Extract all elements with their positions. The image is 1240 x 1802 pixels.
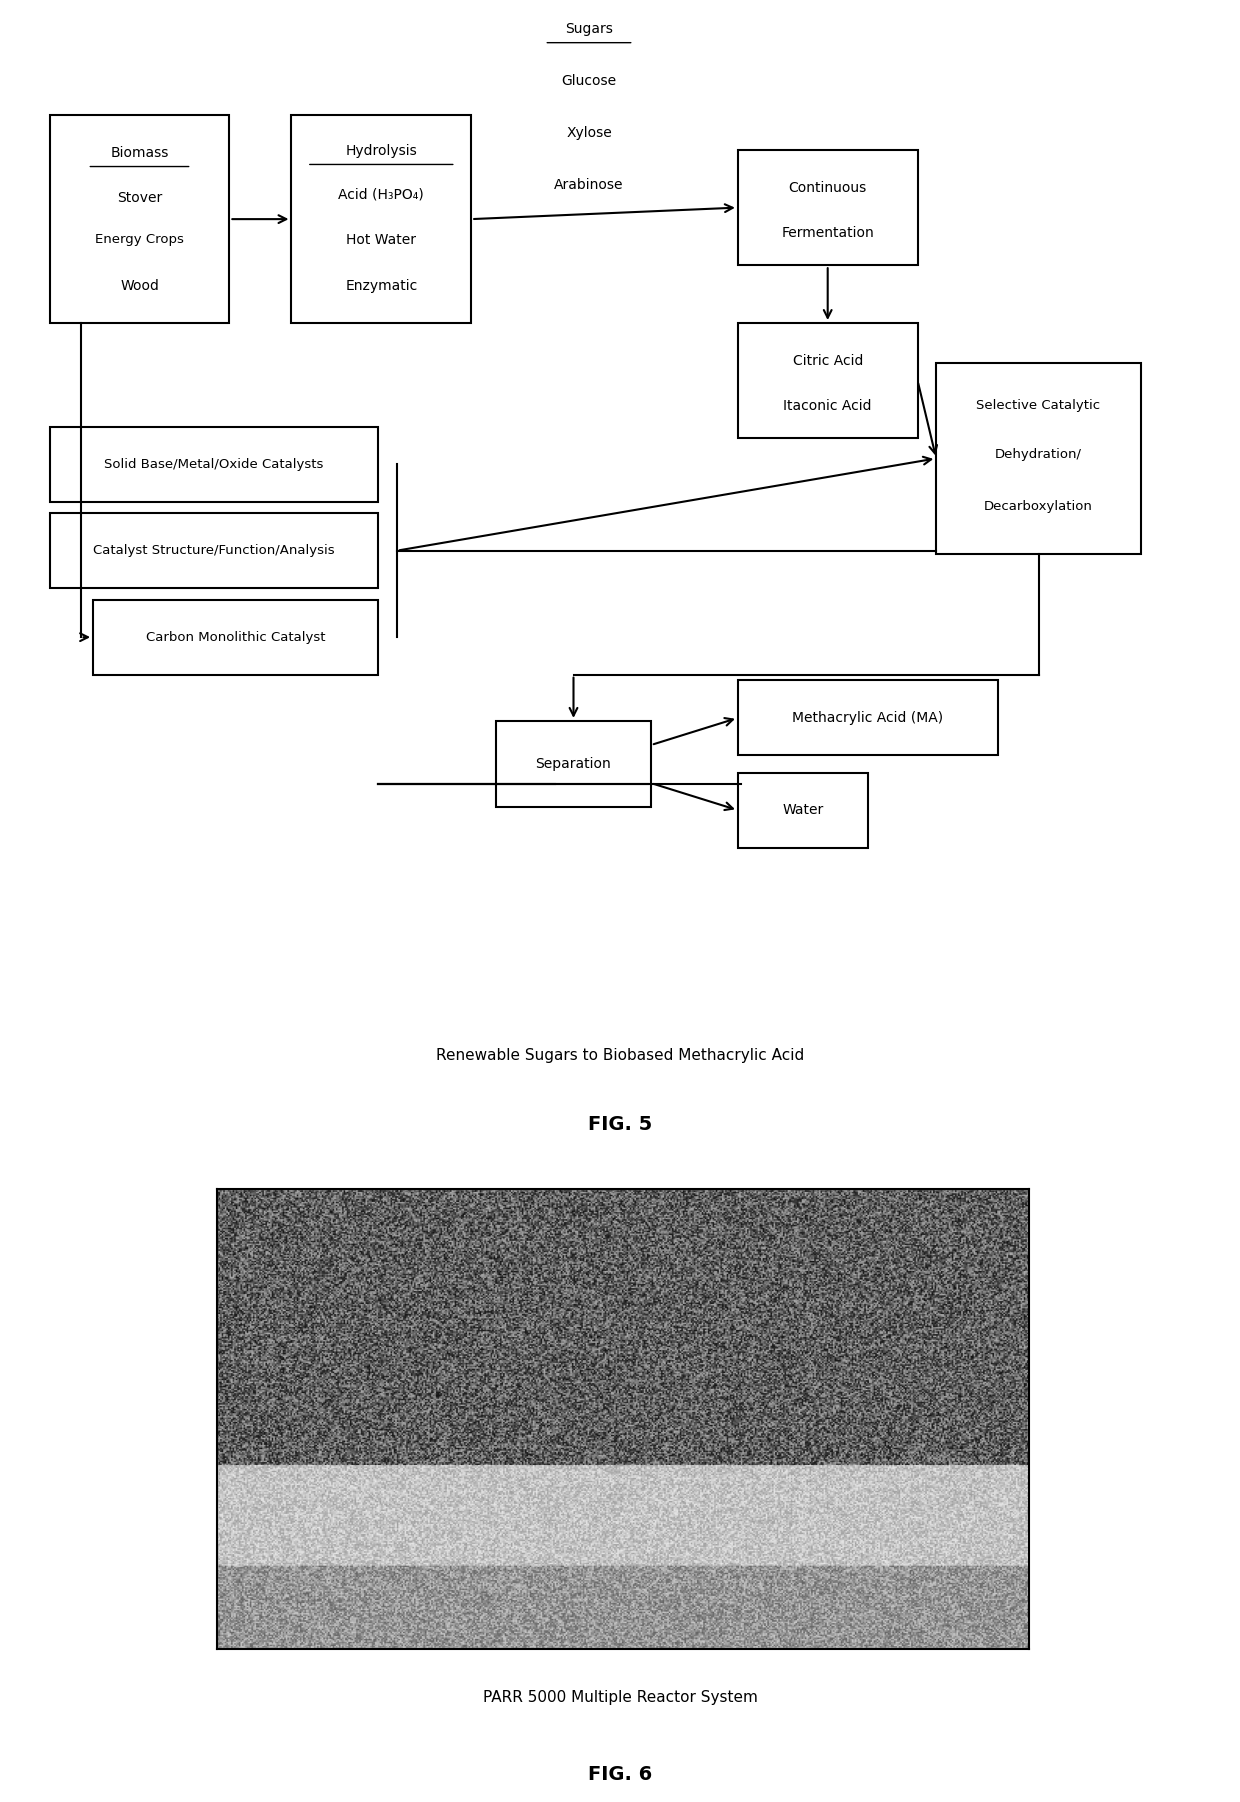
Bar <box>738 681 998 755</box>
Text: Hydrolysis: Hydrolysis <box>346 144 417 157</box>
Text: Selective Catalytic: Selective Catalytic <box>976 398 1101 411</box>
Text: Continuous: Continuous <box>789 180 867 195</box>
Text: Itaconic Acid: Itaconic Acid <box>784 398 872 413</box>
Bar <box>50 427 378 501</box>
Text: Decarboxylation: Decarboxylation <box>985 499 1092 512</box>
Text: Wood: Wood <box>120 279 159 292</box>
Text: Renewable Sugars to Biobased Methacrylic Acid: Renewable Sugars to Biobased Methacrylic… <box>436 1047 804 1063</box>
Text: Solid Base/Metal/Oxide Catalysts: Solid Base/Metal/Oxide Catalysts <box>104 458 324 470</box>
Bar <box>93 600 378 674</box>
Text: Enzymatic: Enzymatic <box>345 279 418 292</box>
Bar <box>50 514 378 587</box>
Text: Fermentation: Fermentation <box>781 225 874 240</box>
Text: Acid (H₃PO₄): Acid (H₃PO₄) <box>339 187 424 202</box>
Text: Dehydration/: Dehydration/ <box>994 449 1083 461</box>
Text: Arabinose: Arabinose <box>554 178 624 191</box>
Text: PARR 5000 Multiple Reactor System: PARR 5000 Multiple Reactor System <box>482 1690 758 1705</box>
Text: Carbon Monolithic Catalyst: Carbon Monolithic Catalyst <box>146 631 325 643</box>
Bar <box>496 721 651 807</box>
Text: FIG. 6: FIG. 6 <box>588 1764 652 1784</box>
Text: Methacrylic Acid (MA): Methacrylic Acid (MA) <box>792 712 944 724</box>
Bar <box>291 115 471 323</box>
Text: Catalyst Structure/Function/Analysis: Catalyst Structure/Function/Analysis <box>93 544 335 557</box>
Text: Energy Crops: Energy Crops <box>95 234 184 247</box>
Text: Sugars: Sugars <box>565 22 613 36</box>
Text: Hot Water: Hot Water <box>346 232 417 247</box>
Text: Water: Water <box>782 804 823 816</box>
Text: Stover: Stover <box>117 191 162 205</box>
Text: Xylose: Xylose <box>567 126 611 139</box>
Text: Citric Acid: Citric Acid <box>792 353 863 368</box>
Text: Separation: Separation <box>536 757 611 771</box>
Bar <box>50 115 229 323</box>
Bar <box>738 323 918 438</box>
Bar <box>738 150 918 265</box>
Text: FIG. 5: FIG. 5 <box>588 1115 652 1133</box>
Text: Glucose: Glucose <box>562 74 616 88</box>
Bar <box>738 773 868 847</box>
Bar <box>936 364 1141 553</box>
Text: Biomass: Biomass <box>110 146 169 160</box>
